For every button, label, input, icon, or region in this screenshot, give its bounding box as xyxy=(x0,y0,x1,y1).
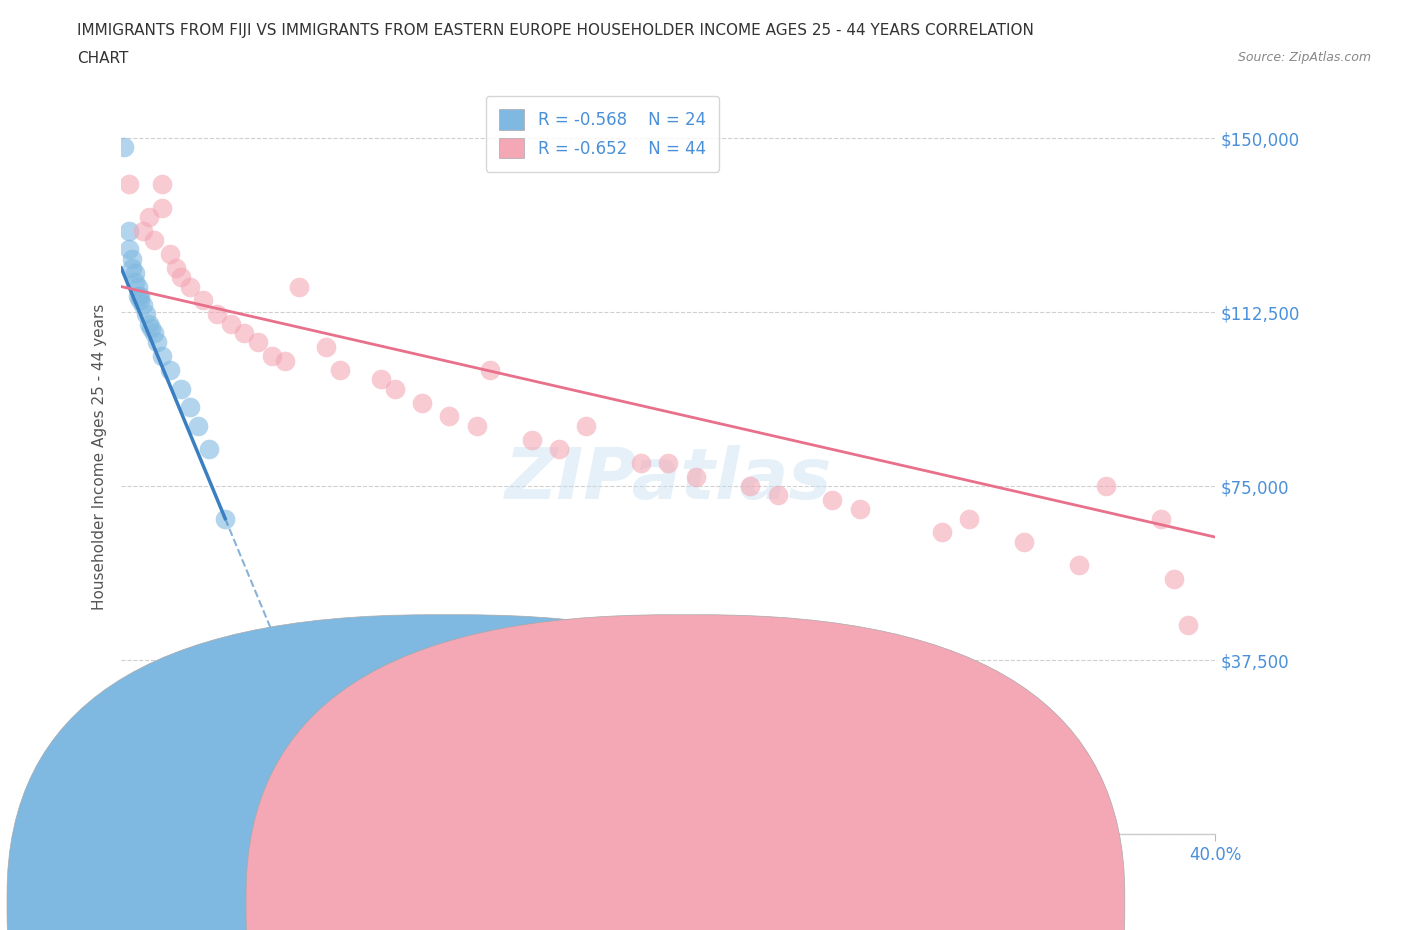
Point xyxy=(150,349,173,364)
Point xyxy=(127,279,149,294)
Point xyxy=(246,335,269,350)
Point xyxy=(520,432,543,447)
Point xyxy=(1177,618,1199,632)
Point xyxy=(170,270,193,285)
Point xyxy=(187,418,209,433)
Point xyxy=(288,279,311,294)
Point xyxy=(821,493,844,508)
Point xyxy=(766,488,789,503)
Point xyxy=(129,293,152,308)
Point xyxy=(150,200,173,215)
Point xyxy=(118,177,141,192)
Point xyxy=(129,288,152,303)
Point xyxy=(121,260,143,275)
Point xyxy=(118,223,141,238)
Point xyxy=(957,512,980,526)
Point xyxy=(439,409,461,424)
Point xyxy=(124,274,146,289)
Point xyxy=(1012,535,1035,550)
Point xyxy=(657,456,679,471)
Point xyxy=(159,363,181,378)
Point xyxy=(112,140,135,154)
Text: IMMIGRANTS FROM FIJI VS IMMIGRANTS FROM EASTERN EUROPE HOUSEHOLDER INCOME AGES 2: IMMIGRANTS FROM FIJI VS IMMIGRANTS FROM … xyxy=(77,23,1035,38)
Point xyxy=(219,316,242,331)
Point xyxy=(630,456,652,471)
Point xyxy=(118,242,141,257)
Point xyxy=(193,293,215,308)
Point xyxy=(1150,512,1173,526)
Point xyxy=(931,525,953,540)
Point xyxy=(1067,557,1090,572)
Text: Source: ZipAtlas.com: Source: ZipAtlas.com xyxy=(1237,51,1371,64)
Point xyxy=(465,418,488,433)
Text: ZIPatlas: ZIPatlas xyxy=(505,445,832,514)
Point xyxy=(170,381,193,396)
Text: Immigrants from Eastern Europe: Immigrants from Eastern Europe xyxy=(709,897,959,912)
Point xyxy=(121,251,143,266)
Point xyxy=(370,372,392,387)
Point xyxy=(165,260,187,275)
Point xyxy=(146,335,169,350)
Y-axis label: Householder Income Ages 25 - 44 years: Householder Income Ages 25 - 44 years xyxy=(93,304,107,610)
Point xyxy=(132,298,155,312)
Point xyxy=(329,363,352,378)
Point xyxy=(411,395,433,410)
Point xyxy=(179,400,201,415)
Point xyxy=(127,288,149,303)
Point xyxy=(197,442,219,457)
Point xyxy=(260,349,283,364)
Point xyxy=(143,232,166,247)
Point xyxy=(138,316,160,331)
Point xyxy=(315,339,337,354)
Point xyxy=(740,479,762,494)
Text: Immigrants from Fiji: Immigrants from Fiji xyxy=(470,897,623,912)
Point xyxy=(1095,479,1118,494)
Point xyxy=(274,353,297,368)
Point xyxy=(205,307,228,322)
Point xyxy=(384,381,406,396)
Point xyxy=(233,326,256,340)
Point xyxy=(479,363,502,378)
Point xyxy=(138,209,160,224)
Point xyxy=(143,326,166,340)
Point xyxy=(547,442,569,457)
Point xyxy=(132,223,155,238)
Point xyxy=(141,321,163,336)
Point xyxy=(685,470,707,485)
Point xyxy=(849,502,872,517)
Point xyxy=(575,418,598,433)
Point xyxy=(150,177,173,192)
Point xyxy=(214,512,236,526)
Point xyxy=(1163,571,1185,586)
Point xyxy=(124,265,146,280)
Point xyxy=(179,279,201,294)
Legend: R = -0.568    N = 24, R = -0.652    N = 44: R = -0.568 N = 24, R = -0.652 N = 44 xyxy=(486,96,720,172)
Text: CHART: CHART xyxy=(77,51,129,66)
Point xyxy=(135,307,157,322)
Point xyxy=(159,246,181,261)
